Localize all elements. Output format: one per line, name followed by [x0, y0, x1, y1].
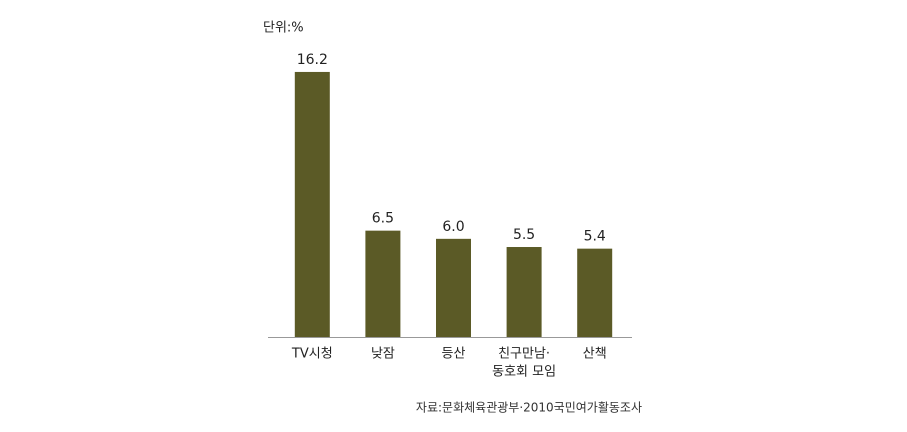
value-label: 5.5	[513, 227, 535, 243]
bar	[365, 230, 401, 337]
bar	[506, 247, 542, 337]
x-tick-label: 등산	[442, 347, 466, 362]
x-tick-label: TV시청	[291, 347, 333, 362]
x-tick-label: 낮잠	[371, 347, 395, 362]
bar	[294, 71, 330, 337]
bar	[436, 238, 471, 337]
x-tick-label: 동호회 모임	[492, 365, 556, 380]
source-note: 자료:문화체육관광부·2010국민여가활동조사	[416, 401, 642, 415]
bar	[577, 248, 613, 337]
x-tick-label: 산책	[583, 347, 607, 362]
value-label: 5.4	[584, 229, 606, 245]
x-tick-label: 친구만남·	[498, 347, 550, 362]
value-label: 6.5	[372, 211, 394, 227]
value-label: 6.0	[442, 219, 464, 235]
unit-label: 단위:%	[263, 21, 304, 36]
value-label: 16.2	[297, 52, 328, 68]
